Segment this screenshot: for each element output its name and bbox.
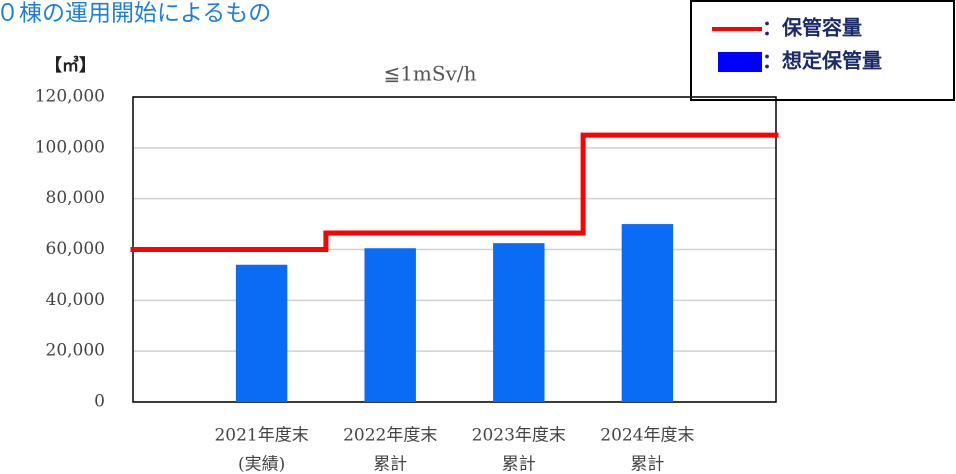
y-tick-label: 60,000	[46, 239, 105, 259]
unit-label: 【㎥】	[45, 55, 96, 76]
y-tick-label: 20,000	[46, 341, 105, 361]
x-tick-label: (実績)	[238, 455, 285, 474]
y-tick-label: 120,000	[35, 87, 105, 107]
legend-box	[690, 0, 955, 101]
x-tick-label: 2023年度末	[472, 426, 566, 446]
y-tick-label: 0	[94, 392, 105, 412]
bar	[235, 264, 288, 402]
bar	[493, 243, 545, 402]
x-tick-label: 累計	[630, 455, 664, 474]
legend-swatch	[718, 52, 762, 72]
bar	[364, 248, 416, 402]
y-tick-label: 80,000	[46, 188, 105, 208]
legend-label: ：想定保管量	[762, 49, 882, 73]
y-tick-label: 100,000	[35, 137, 105, 157]
x-tick-label: 2022年度末	[343, 426, 437, 446]
heading: ０棟の運用開始によるもの	[0, 1, 271, 27]
x-tick-label: 累計	[373, 455, 407, 474]
x-tick-label: 2021年度末	[214, 426, 308, 446]
bar	[621, 224, 674, 402]
y-tick-label: 40,000	[46, 290, 105, 310]
subtitle: ≦1mSv/h	[383, 62, 476, 86]
legend-label: ：保管容量	[762, 16, 862, 40]
x-tick-label: 累計	[502, 455, 536, 474]
x-tick-label: 2024年度末	[600, 426, 694, 446]
